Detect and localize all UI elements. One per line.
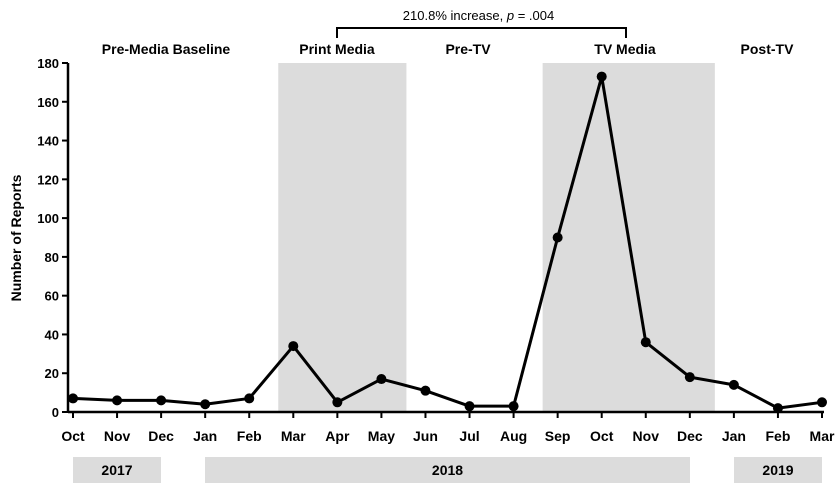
period-label: Post-TV [741,41,795,57]
data-point [420,385,431,396]
data-point [684,372,695,383]
y-tick-label: 60 [45,289,59,304]
x-tick-label: Oct [590,428,614,444]
data-point [288,341,299,352]
x-tick-label: Mar [281,428,306,444]
significance-text: 210.8% increase, p = .004 [403,8,554,23]
series-line [72,75,823,410]
data-point [200,399,211,410]
year-band-2017 [73,457,161,483]
significance-bracket [336,27,627,38]
year-label: 2019 [762,462,793,478]
data-point [772,403,783,414]
data-point [552,232,563,243]
significance-annotation: 210.8% increase, p = .004 [336,8,627,38]
x-tick-label: Jul [459,428,479,444]
y-tick-label: 160 [37,95,59,110]
data-point [596,71,607,82]
x-tick-label: Mar [810,428,835,444]
data-point [376,374,387,385]
year-band-2018 [205,457,690,483]
y-tick-label: 80 [45,250,59,265]
x-tick-label: Jan [193,428,217,444]
period-label: Pre-Media Baseline [102,41,231,57]
x-tick-label: Dec [677,428,703,444]
x-tick-label: Oct [61,428,85,444]
data-point [728,379,739,390]
period-label: TV Media [594,41,656,57]
period-labels-layer: Pre-Media Baseline Print Media Pre-TV TV Me… [102,41,794,57]
y-tick-label: 20 [45,366,59,381]
x-tick-label: Aug [500,428,527,444]
y-axis-label: Number of Reports [8,174,24,301]
y-tick-label: 140 [37,134,59,149]
shade-print-media [278,63,407,412]
x-tick-label: Dec [148,428,174,444]
data-point [332,397,343,408]
data-point [156,395,167,406]
data-point [244,393,255,404]
data-point [112,395,123,406]
year-band-layer: 2017 2018 2019 [73,457,822,483]
y-tick-label: 0 [52,405,59,420]
x-tick-label: Feb [765,428,790,444]
y-tick-label: 120 [37,172,59,187]
x-tick-label: Jun [413,428,438,444]
x-tick-label: Jan [722,428,746,444]
period-shading-layer [278,63,715,412]
x-tick-label: Apr [325,428,350,444]
x-tick-label: Sep [545,428,571,444]
y-tick-label: 180 [37,56,59,71]
data-point [817,397,827,408]
data-point [640,337,651,348]
year-label: 2018 [432,462,463,478]
x-tick-label: Feb [237,428,262,444]
series-layer [68,71,827,414]
period-label: Pre-TV [445,41,491,57]
year-band-2019 [734,457,822,483]
x-tick-label: Nov [633,428,660,444]
data-point [508,401,519,412]
year-label: 2017 [101,462,132,478]
x-tick-label: May [368,428,395,444]
data-point [464,401,475,412]
data-point [68,393,78,404]
y-tick-label: 40 [45,327,59,342]
period-label: Print Media [299,41,375,57]
y-tick-label: 100 [37,211,59,226]
axes-layer: 0 20 40 60 80 100 120 140 160 180 Oct Nov Dec Jan Feb M… [37,56,835,444]
x-tick-label: Nov [104,428,131,444]
